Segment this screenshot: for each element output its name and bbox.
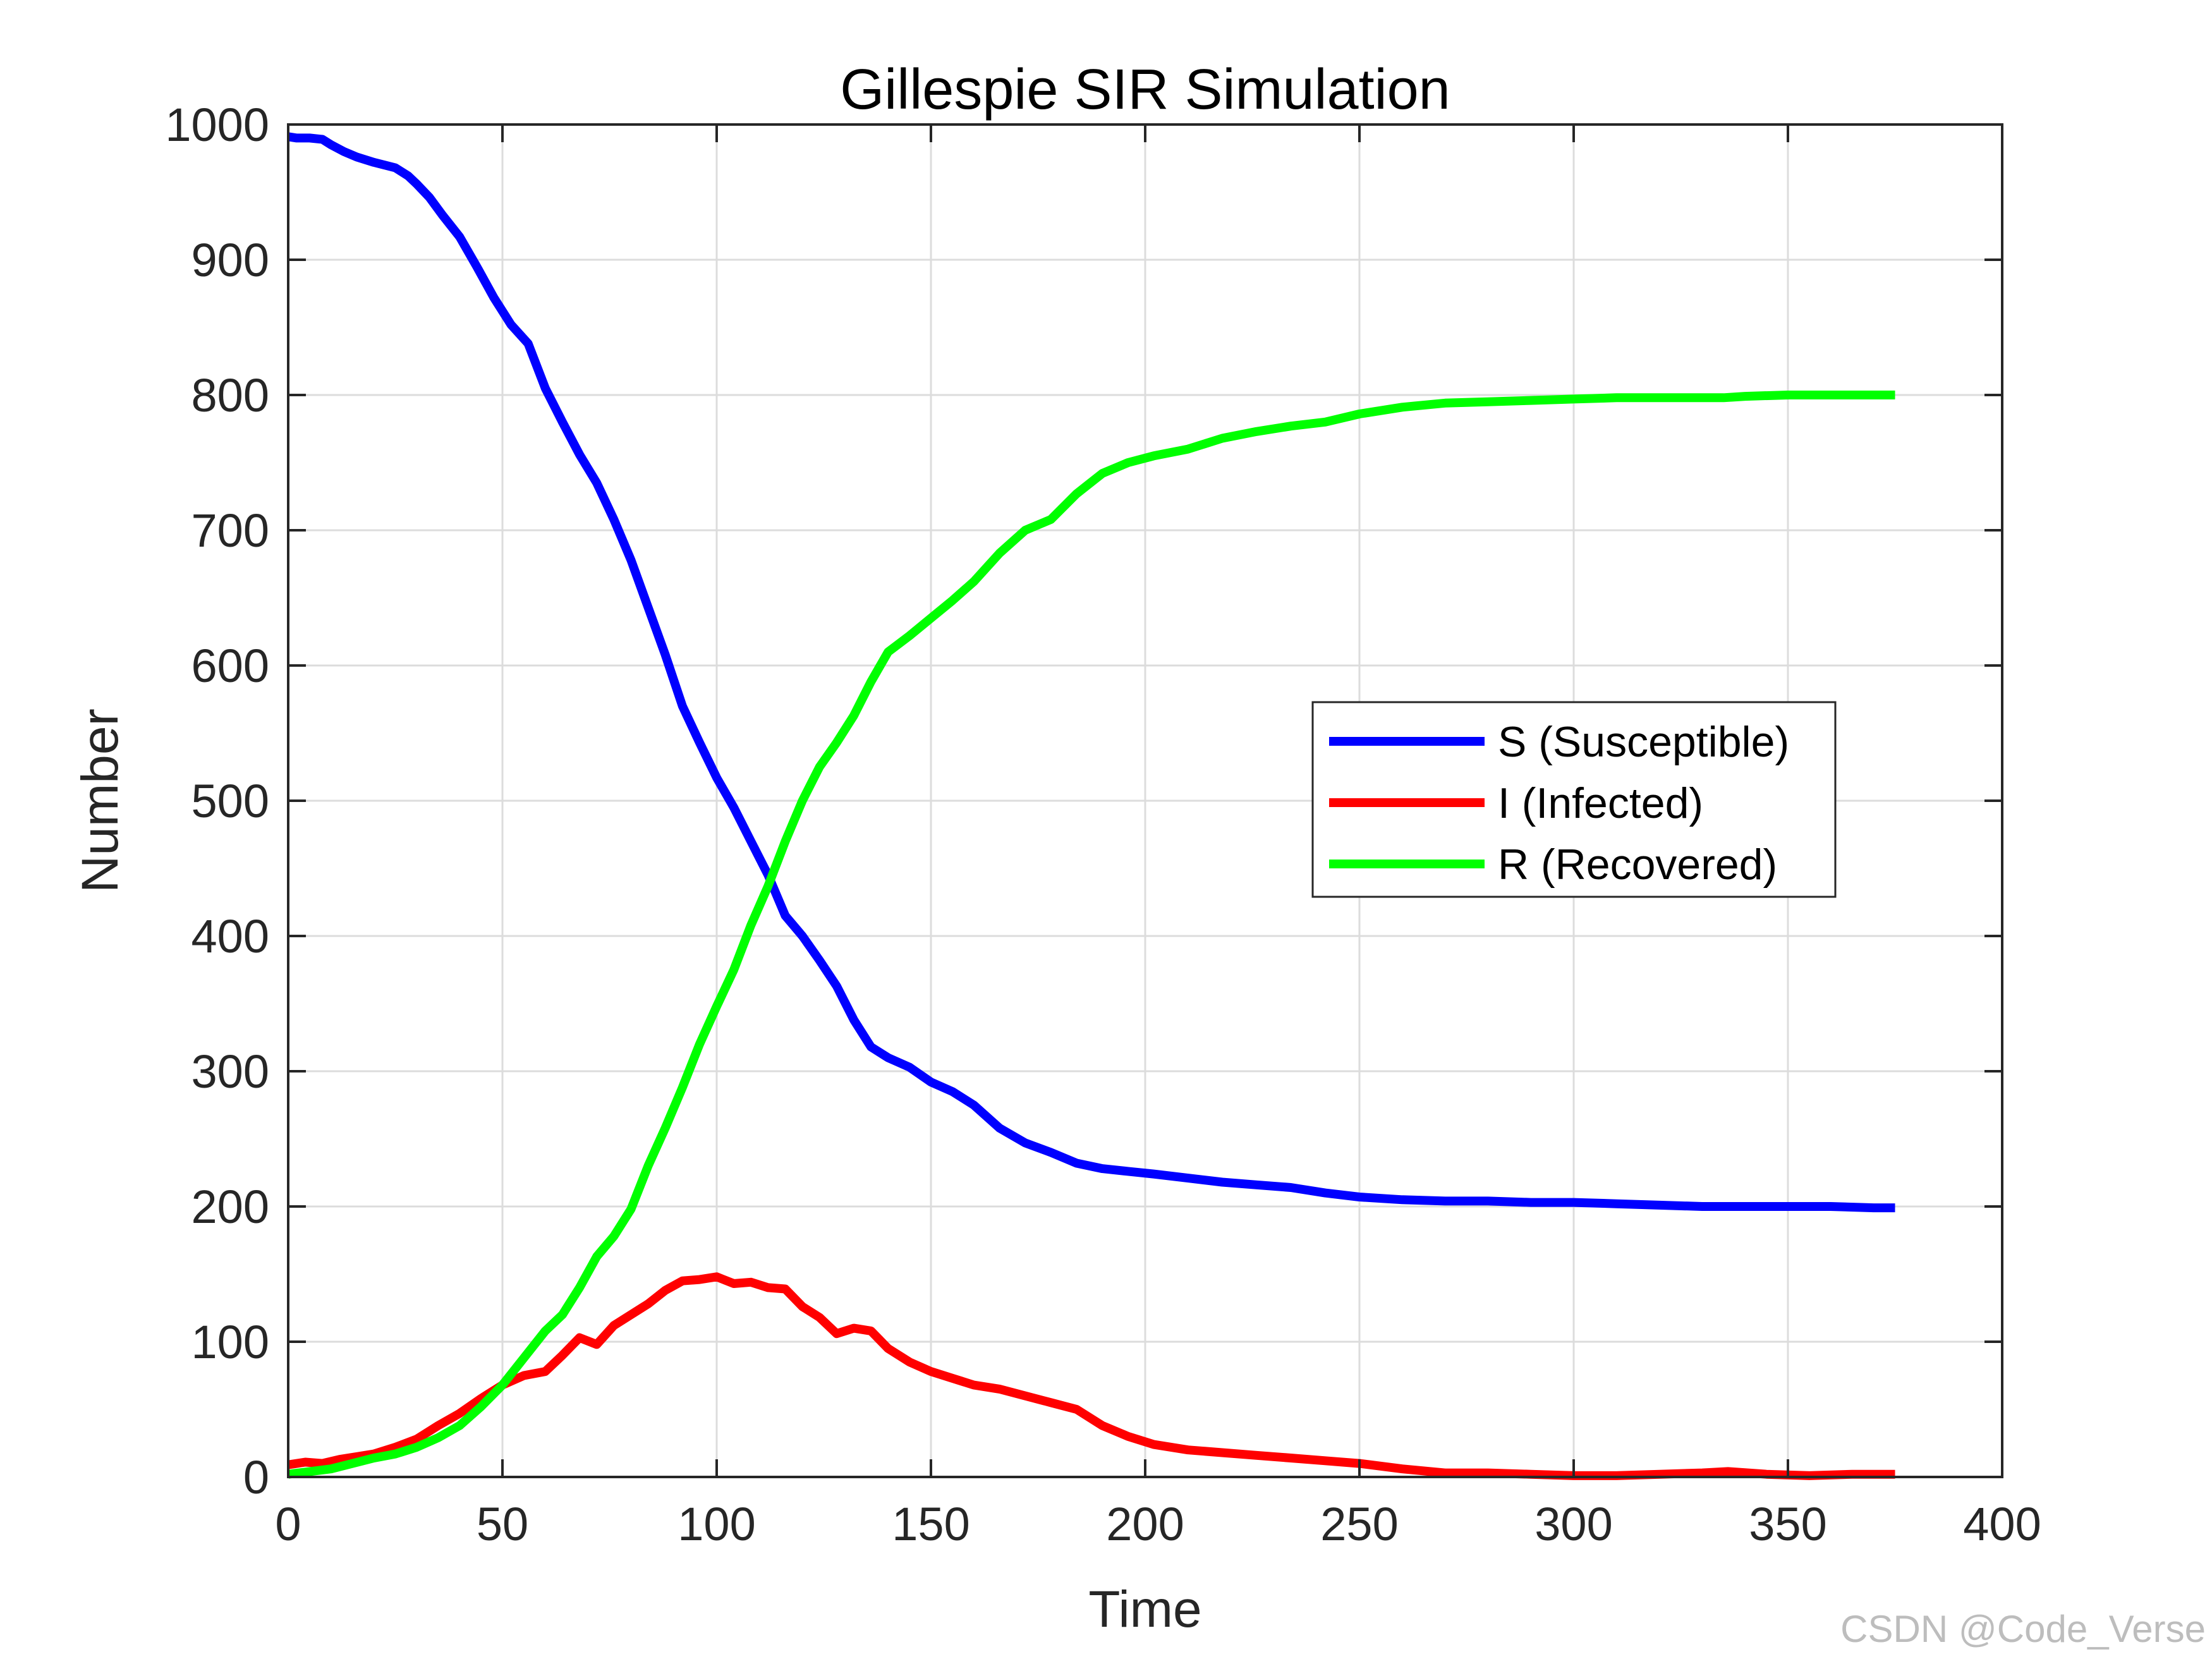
y-axis-label: Number [71, 708, 129, 893]
x-tick-label: 150 [892, 1498, 969, 1550]
y-tick-label: 600 [191, 640, 269, 692]
x-tick-label: 400 [1963, 1498, 2041, 1550]
y-tick-label: 300 [191, 1045, 269, 1098]
legend-label: S (Susceptible) [1498, 718, 1789, 766]
series-line-3 [288, 391, 1895, 1479]
watermark: CSDN @Code_Verse [1840, 1608, 2206, 1650]
x-tick-label: 0 [275, 1498, 301, 1550]
x-tick-label: 100 [678, 1498, 755, 1550]
y-tick-label: 500 [191, 775, 269, 827]
chart-title: Gillespie SIR Simulation [840, 58, 1450, 121]
y-tick-label: 200 [191, 1181, 269, 1233]
y-tick-label: 800 [191, 369, 269, 422]
y-tick-label: 400 [191, 910, 269, 963]
legend: S (Susceptible) I (Infected) R (Recovered) [1311, 701, 1837, 898]
series-line-1 [287, 132, 1895, 1213]
y-tick-label: 1000 [165, 99, 269, 151]
ticks: 0 50 100 150 200 250 300 350 400 0 100 200 300 400 500… [165, 99, 2041, 1550]
series-lines [287, 132, 1895, 1480]
y-tick-label: 100 [191, 1316, 269, 1368]
x-tick-label: 300 [1534, 1498, 1612, 1550]
x-axis-label: Time [1088, 1581, 1201, 1638]
y-tick-label: 900 [191, 234, 269, 286]
x-tick-label: 50 [477, 1498, 528, 1550]
y-tick-label: 700 [191, 504, 269, 557]
x-tick-label: 200 [1106, 1498, 1184, 1550]
legend-label: R (Recovered) [1498, 841, 1777, 889]
x-tick-label: 350 [1749, 1498, 1826, 1550]
x-tick-label: 250 [1320, 1498, 1398, 1550]
y-tick-label: 0 [243, 1451, 269, 1504]
legend-label: I (Infected) [1498, 779, 1703, 827]
